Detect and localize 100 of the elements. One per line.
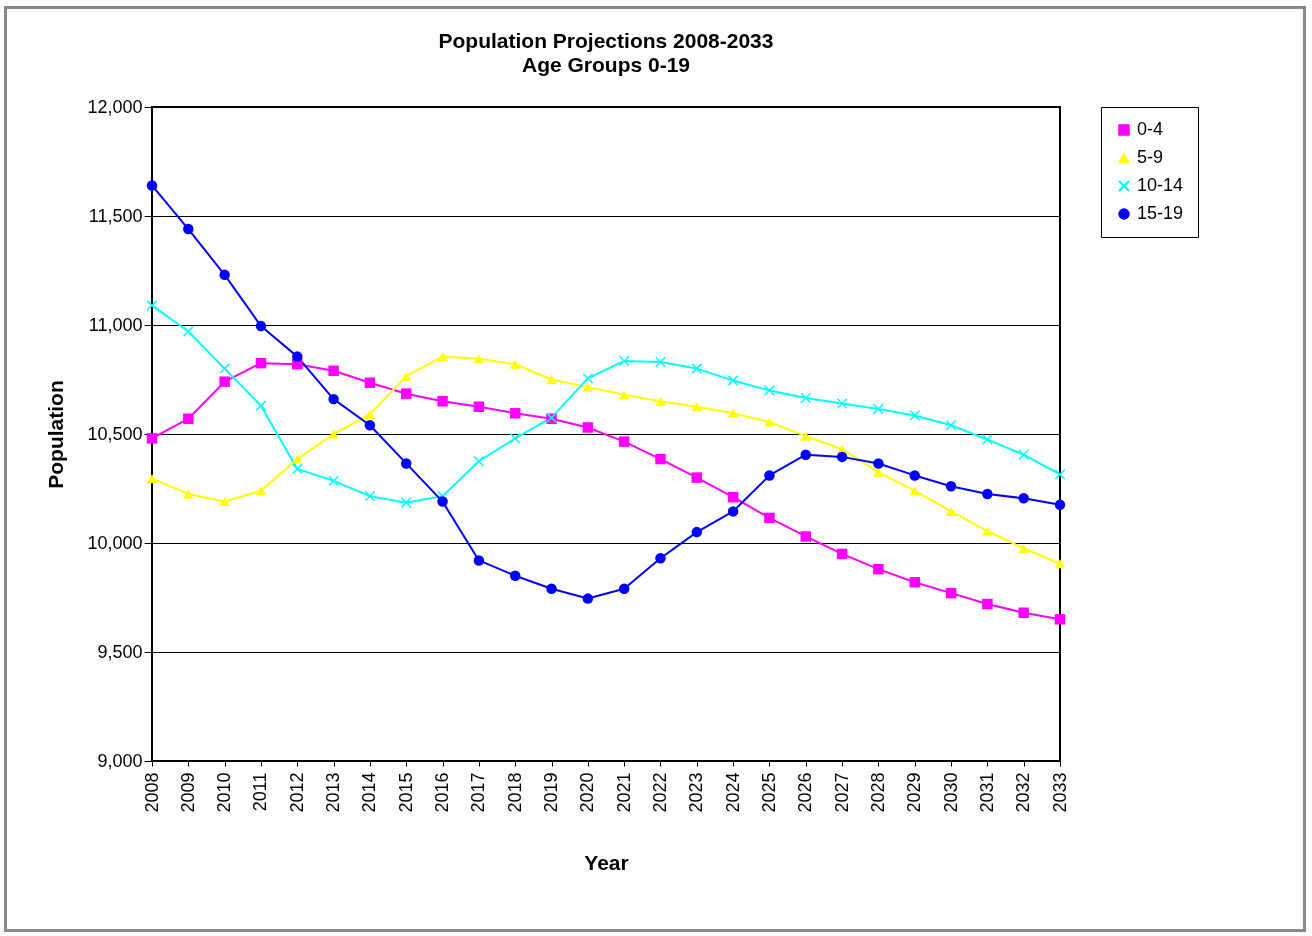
point xyxy=(1018,493,1029,504)
point xyxy=(255,400,267,411)
point xyxy=(437,496,448,507)
point xyxy=(909,410,920,421)
point xyxy=(836,548,848,560)
x-axis-title: Year xyxy=(584,850,629,874)
point xyxy=(982,598,993,610)
point xyxy=(1054,614,1066,625)
point xyxy=(836,398,848,409)
point xyxy=(401,497,412,508)
point xyxy=(618,355,630,367)
x-tick-label: 2033 xyxy=(1049,772,1070,813)
point xyxy=(909,470,920,481)
x-tick-label: 2010 xyxy=(214,772,235,813)
x-tick-label: 2032 xyxy=(1013,772,1034,813)
point xyxy=(727,408,739,418)
x-tick-label: 2021 xyxy=(613,772,634,813)
point xyxy=(655,453,666,465)
point xyxy=(727,375,739,386)
x-tick-label: 2027 xyxy=(831,772,852,813)
point xyxy=(219,376,230,387)
point xyxy=(945,506,957,516)
point xyxy=(328,365,339,377)
point xyxy=(873,467,884,477)
point xyxy=(691,363,703,374)
point xyxy=(764,512,775,524)
x-tick-label: 2024 xyxy=(722,772,743,813)
point xyxy=(691,402,703,412)
point xyxy=(909,486,920,496)
x-tick-label: 2014 xyxy=(359,772,380,813)
y-tick-label: 11,500 xyxy=(88,205,143,226)
point xyxy=(982,488,993,500)
point xyxy=(1018,543,1029,553)
point xyxy=(618,583,630,595)
point xyxy=(582,382,594,392)
point xyxy=(146,474,158,484)
point xyxy=(183,223,194,235)
point xyxy=(800,392,811,404)
point xyxy=(401,458,412,469)
point xyxy=(292,454,303,464)
point xyxy=(945,481,957,492)
point xyxy=(800,449,811,460)
point xyxy=(509,570,521,581)
point xyxy=(364,409,376,419)
y-tick-label: 10,000 xyxy=(87,532,143,553)
y-tick-label: 12,000 xyxy=(87,96,143,117)
point xyxy=(473,555,485,566)
point xyxy=(764,417,775,427)
x-tick-label: 2020 xyxy=(577,772,598,813)
x-tick-label: 2029 xyxy=(904,772,925,813)
point xyxy=(183,326,194,337)
point xyxy=(546,374,557,385)
x-tick-label: 2009 xyxy=(177,772,198,813)
point xyxy=(255,486,267,496)
x-tick-label: 2011 xyxy=(250,772,271,812)
point xyxy=(945,420,957,431)
x-tick-label: 2025 xyxy=(758,772,779,813)
point xyxy=(800,431,811,441)
point xyxy=(1018,607,1029,618)
point xyxy=(364,420,376,431)
chart-title: Population Projections 2008-2033 xyxy=(438,29,774,52)
x-tick-label: 2018 xyxy=(504,772,525,813)
x-tick-label: 2012 xyxy=(286,772,307,813)
point xyxy=(582,373,594,384)
point xyxy=(183,413,194,424)
point xyxy=(982,434,993,445)
x-tick-label: 2026 xyxy=(795,772,816,813)
point xyxy=(437,352,448,362)
x-tick-label: 2022 xyxy=(649,772,670,813)
point xyxy=(255,357,267,369)
point xyxy=(473,401,485,412)
point xyxy=(836,451,848,463)
point xyxy=(691,472,703,483)
point xyxy=(219,269,230,281)
point xyxy=(473,354,485,364)
point xyxy=(401,388,412,399)
legend-label: 0-4 xyxy=(1137,119,1164,139)
point xyxy=(509,359,521,369)
point xyxy=(582,593,594,604)
point xyxy=(873,458,884,469)
x-tick-label: 2008 xyxy=(141,772,162,813)
point xyxy=(219,497,230,507)
y-tick-label: 9,500 xyxy=(97,641,143,662)
point xyxy=(727,506,739,517)
point xyxy=(582,422,594,433)
point xyxy=(328,393,339,405)
point xyxy=(800,531,811,542)
point xyxy=(146,300,158,311)
point xyxy=(437,396,448,407)
point xyxy=(292,463,303,475)
point xyxy=(873,563,884,575)
x-tick-label: 2017 xyxy=(468,772,489,813)
point xyxy=(255,320,267,332)
point xyxy=(401,371,412,381)
point xyxy=(691,526,703,538)
point xyxy=(509,408,521,419)
point xyxy=(909,577,920,588)
point xyxy=(655,553,666,564)
chart-subtitle: Age Groups 0-19 xyxy=(521,53,691,76)
y-tick-label: 10,500 xyxy=(87,423,143,444)
